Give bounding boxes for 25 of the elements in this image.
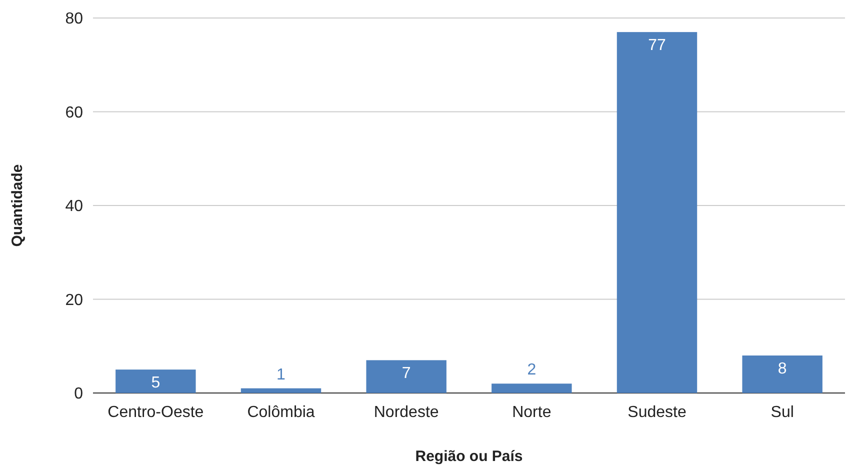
x-tick-label: Sudeste bbox=[628, 404, 686, 421]
bar bbox=[616, 32, 698, 393]
y-tick-label: 20 bbox=[65, 292, 84, 309]
data-label: 7 bbox=[402, 365, 411, 382]
bar bbox=[116, 370, 196, 393]
bar bbox=[240, 388, 322, 393]
y-tick-label: 40 bbox=[65, 198, 84, 216]
x-tick-label: Centro-Oeste bbox=[108, 404, 204, 421]
y-tick-label: 80 bbox=[65, 10, 84, 28]
x-tick-label: Norte bbox=[512, 404, 552, 421]
data-label: 5 bbox=[151, 374, 160, 392]
y-tick-label: 60 bbox=[65, 104, 84, 122]
bar bbox=[742, 356, 822, 393]
bar bbox=[492, 384, 572, 393]
data-label: 77 bbox=[648, 37, 666, 54]
data-label: 1 bbox=[276, 366, 286, 384]
bar bbox=[366, 360, 446, 393]
data-label: 2 bbox=[527, 362, 536, 379]
x-tick-label: Colômbia bbox=[247, 404, 315, 421]
x-tick-label: Nordeste bbox=[374, 404, 439, 421]
x-tick-label: Sul bbox=[770, 404, 794, 421]
x-axis-title: Região ou País bbox=[415, 448, 523, 465]
y-tick-label: 0 bbox=[74, 386, 84, 403]
data-label: 8 bbox=[778, 360, 787, 378]
y-axis-title: Quantidade bbox=[9, 164, 26, 247]
